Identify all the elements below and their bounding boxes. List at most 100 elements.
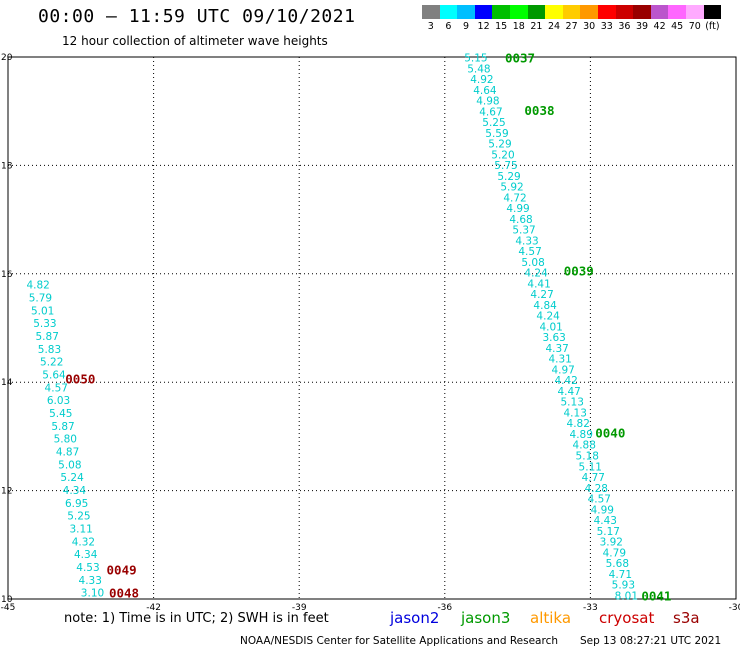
wave-height-value: 5.83 xyxy=(38,344,61,356)
color-scale-label: 12 xyxy=(477,21,490,32)
wave-height-value: 5.68 xyxy=(606,558,629,570)
color-scale-label: 42 xyxy=(653,21,666,32)
wave-height-value: 3.10 xyxy=(81,588,104,600)
wave-height-value: 4.79 xyxy=(603,547,626,559)
color-swatch xyxy=(580,5,598,19)
color-swatch xyxy=(703,5,722,19)
color-scale-label: 9 xyxy=(462,21,470,32)
wave-height-value: 5.75 xyxy=(494,160,517,172)
wave-height-value: 3.92 xyxy=(600,537,623,549)
wave-height-value: 4.24 xyxy=(536,311,560,323)
wave-height-value: 4.89 xyxy=(570,429,593,441)
wave-height-value: 5.15 xyxy=(464,53,487,65)
wave-height-value: 3.63 xyxy=(542,332,565,344)
wave-height-value: 6.95 xyxy=(65,498,88,510)
legend-jason3: jason3 xyxy=(461,609,511,627)
y-tick-label: 10 xyxy=(1,595,13,605)
map-subtitle: 12 hour collection of altimeter wave hei… xyxy=(62,34,328,48)
wave-height-value: 4.37 xyxy=(545,343,568,355)
color-scale-label: 36 xyxy=(618,21,631,32)
color-swatch xyxy=(545,5,563,19)
y-tick-label: 12 xyxy=(1,487,12,497)
wave-height-value: 4.88 xyxy=(573,440,596,452)
wave-height-value: 5.01 xyxy=(31,305,54,317)
color-scale-label: 3 xyxy=(427,21,434,32)
credit-text: NOAA/NESDIS Center for Satellite Applica… xyxy=(240,635,558,647)
wave-height-value: 4.34 xyxy=(63,485,87,497)
wave-height-value: 5.08 xyxy=(521,257,544,269)
pass-time-label: 0049 xyxy=(107,562,137,577)
color-swatch xyxy=(685,5,704,19)
wave-height-value: 4.77 xyxy=(582,472,605,484)
wave-height-value: 5.24 xyxy=(60,472,84,484)
wave-height-value: 5.64 xyxy=(42,370,66,382)
wave-height-value: 4.67 xyxy=(479,106,502,118)
wave-height-value: 4.47 xyxy=(557,386,580,398)
wave-height-value: 5.79 xyxy=(29,293,52,305)
wave-height-value: 4.27 xyxy=(530,289,553,301)
wave-height-value: 5.45 xyxy=(49,408,72,420)
y-tick-label: 16 xyxy=(1,270,13,280)
wave-height-value: 5.20 xyxy=(491,149,514,161)
y-tick-label: 18 xyxy=(1,161,13,171)
legend-altika: altika xyxy=(530,609,572,627)
wave-height-points: 5.155.484.924.644.984.675.255.595.295.20… xyxy=(26,53,638,603)
color-scale-labels: 3 6 9 12 15 18 21 24 27 30 33 36 39 42 45 70 (ft) xyxy=(422,21,738,33)
x-tick-label: -42 xyxy=(146,603,161,612)
color-swatch xyxy=(562,5,581,19)
wave-height-value: 5.29 xyxy=(488,139,511,151)
color-swatch xyxy=(527,5,546,19)
wave-height-value: 4.68 xyxy=(509,214,532,226)
wave-height-value: 4.57 xyxy=(588,494,611,506)
wave-height-value: 5.17 xyxy=(597,526,620,538)
wave-height-value: 4.28 xyxy=(585,483,608,495)
color-swatch xyxy=(509,5,528,19)
timestamp-text: Sep 13 08:27:21 UTC 2021 xyxy=(580,635,722,647)
wave-height-value: 4.24 xyxy=(524,268,548,280)
wave-height-value: 4.32 xyxy=(72,536,95,548)
color-scale-label: 15 xyxy=(495,21,508,32)
wave-height-value: 4.01 xyxy=(539,321,562,333)
wave-height-value: 4.33 xyxy=(515,235,538,247)
color-swatch xyxy=(650,5,669,19)
wave-height-value: 4.84 xyxy=(533,300,557,312)
color-scale-bar xyxy=(422,5,722,19)
color-swatch xyxy=(439,5,458,19)
wave-height-value: 4.53 xyxy=(76,562,99,574)
color-swatch xyxy=(474,5,493,19)
color-swatch xyxy=(422,5,440,19)
color-scale-label: (ft) xyxy=(705,21,720,32)
wave-height-value: 5.25 xyxy=(67,511,90,523)
wave-height-value: 4.87 xyxy=(56,446,79,458)
wave-height-value: 4.41 xyxy=(527,278,550,290)
grid-lines xyxy=(8,57,736,599)
color-scale-label: 18 xyxy=(512,21,525,32)
y-tick-label: 20 xyxy=(1,53,13,63)
y-tick-label: 14 xyxy=(1,378,13,388)
color-scale-label: 39 xyxy=(635,21,649,32)
wave-height-value: 5.29 xyxy=(497,171,520,183)
axis-tick-labels: -45 -42 -39 -36 -33 -30 10 12 14 16 18 20 xyxy=(1,53,740,612)
legend-jason2: jason2 xyxy=(390,609,440,627)
color-scale-label: 6 xyxy=(445,21,452,32)
wave-height-value: 5.92 xyxy=(500,182,523,194)
color-swatch xyxy=(457,5,475,19)
wave-height-value: 6.03 xyxy=(47,395,70,407)
wave-height-value: 5.93 xyxy=(612,580,635,592)
wave-height-value: 5.87 xyxy=(51,421,74,433)
wave-height-value: 4.33 xyxy=(79,575,102,587)
wave-height-value: 4.82 xyxy=(567,418,590,430)
x-tick-label: -36 xyxy=(437,603,452,612)
x-tick-label: -33 xyxy=(583,603,598,612)
wave-height-value: 5.08 xyxy=(58,459,81,471)
color-swatch xyxy=(633,5,651,19)
wave-height-value: 4.57 xyxy=(518,246,541,258)
plot-frame xyxy=(7,56,737,600)
color-swatch xyxy=(615,5,634,19)
legend-s3a: s3a xyxy=(673,609,700,627)
legend-cryosat: cryosat xyxy=(599,609,655,627)
wave-height-value: 5.22 xyxy=(40,357,63,369)
wave-height-value: 4.31 xyxy=(548,354,571,366)
units-note: note: 1) Time is in UTC; 2) SWH is in fe… xyxy=(64,611,329,626)
wave-height-value: 5.33 xyxy=(33,318,56,330)
